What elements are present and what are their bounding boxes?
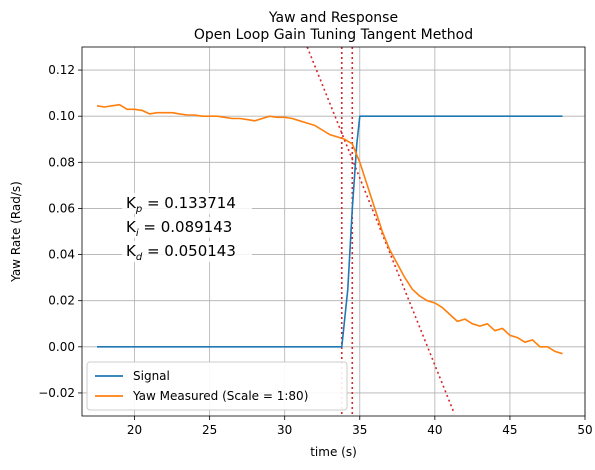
- y-tick-label: 0.02: [48, 294, 75, 308]
- x-tick-label: 25: [202, 423, 217, 437]
- x-tick-label: 45: [502, 423, 517, 437]
- legend-label: Yaw Measured (Scale = 1:80): [132, 389, 308, 403]
- y-tick-label: 0.04: [48, 248, 75, 262]
- y-tick-label: 0.10: [48, 109, 75, 123]
- x-tick-label: 50: [577, 423, 592, 437]
- legend: Signal Yaw Measured (Scale = 1:80): [87, 362, 347, 410]
- chart-subtitle: Open Loop Gain Tuning Tangent Method: [194, 27, 473, 43]
- y-tick-label: 0.08: [48, 155, 75, 169]
- reference-lines: [307, 47, 454, 416]
- y-tick-label: 0.00: [48, 340, 75, 354]
- gain-annotation-i: Ki = 0.089143: [126, 218, 232, 239]
- tangent-line: [307, 47, 454, 414]
- x-tick-label: 40: [427, 423, 442, 437]
- x-tick-label: 20: [127, 423, 142, 437]
- legend-label: Signal: [133, 369, 170, 383]
- y-axis-label: Yaw Rate (Rad/s): [9, 181, 23, 283]
- chart-title: Yaw and Response: [268, 10, 398, 26]
- gain-annotations: Kp = 0.133714 Ki = 0.089143 Kd = 0.050143: [122, 193, 252, 263]
- y-tick-label: 0.12: [48, 63, 75, 77]
- gain-annotation-d: Kd = 0.050143: [126, 242, 236, 263]
- gain-annotation-p: Kp = 0.133714: [126, 194, 236, 215]
- y-tick-label: −0.02: [38, 386, 75, 400]
- x-tick-label: 35: [352, 423, 367, 437]
- y-tick-label: 0.06: [48, 201, 75, 215]
- x-axis-label: time (s): [310, 445, 357, 459]
- x-tick-label: 30: [277, 423, 292, 437]
